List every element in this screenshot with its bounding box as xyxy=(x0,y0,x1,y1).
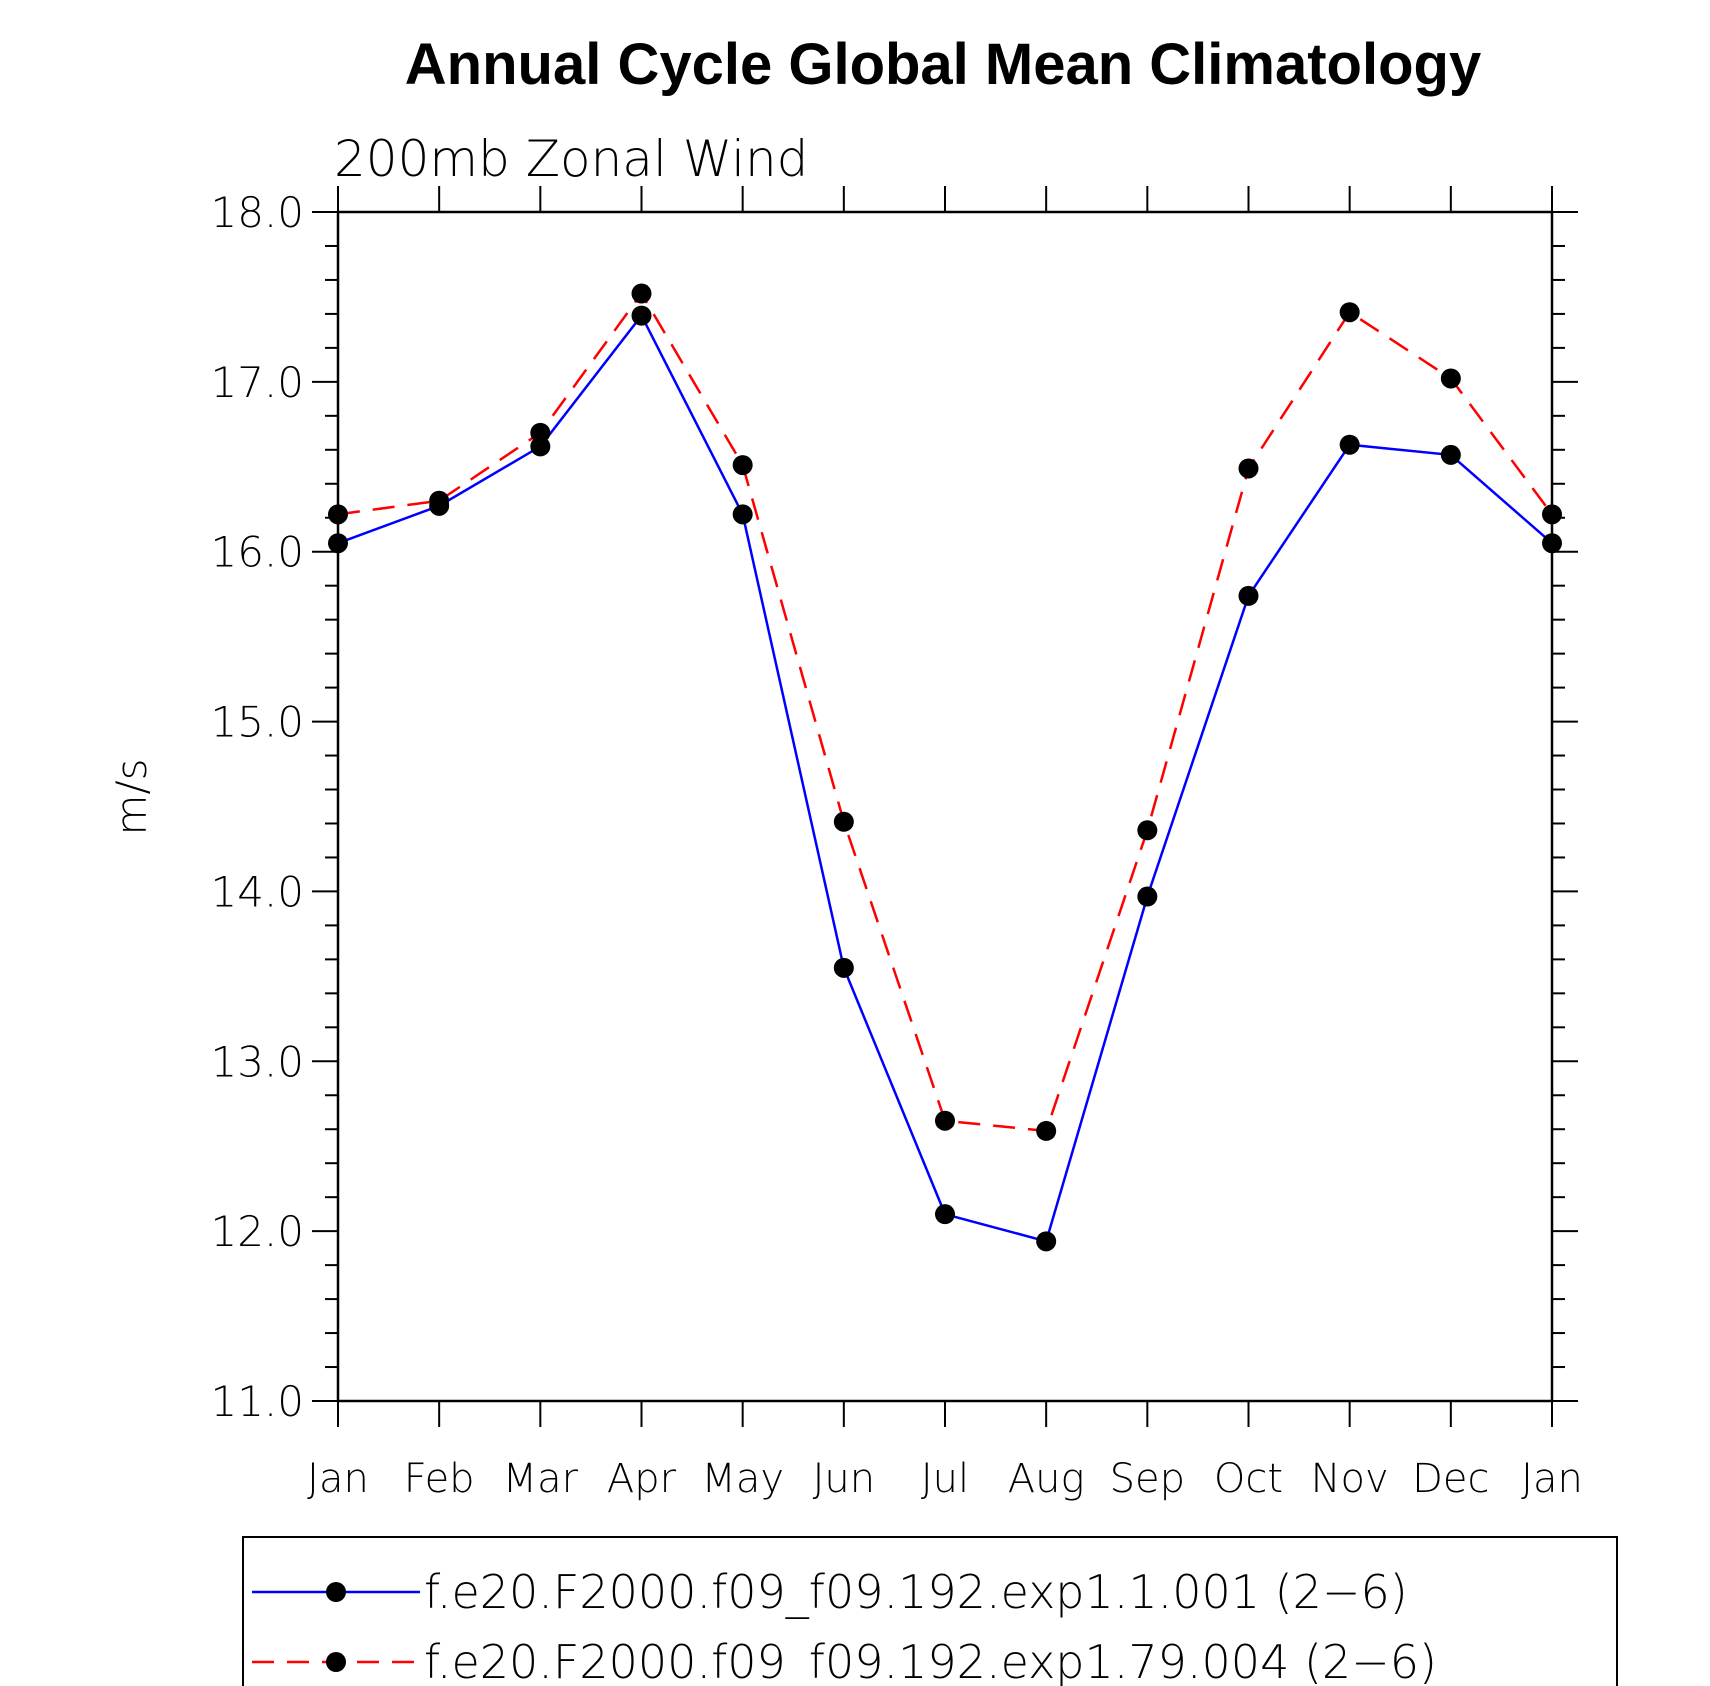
series-line-1 xyxy=(337,313,1553,1243)
y-tick-label: 12.0 xyxy=(210,1207,304,1256)
data-point-series-2 xyxy=(1036,1120,1057,1141)
y-tick-label: 17.0 xyxy=(210,358,304,407)
data-point-series-1 xyxy=(1542,533,1562,554)
x-tick-labels: Jan Feb Mar Apr May Jun Jul Aug Sep Oct Nov Dec Jan xyxy=(307,1456,1583,1502)
data-point-series-2 xyxy=(1542,504,1562,525)
legend: f.e20.F2000.f09_f09.192.exp1.1.001 (2−6)… xyxy=(242,1536,1618,1686)
data-point-series-2 xyxy=(1339,302,1360,323)
x-tick-label: Mar xyxy=(503,1456,579,1502)
data-point-series-2 xyxy=(1440,368,1461,389)
data-point-series-1 xyxy=(833,957,854,978)
data-point-series-2 xyxy=(631,283,652,304)
y-tick-label: 14.0 xyxy=(210,867,304,916)
y-tick-label: 13.0 xyxy=(210,1037,304,1086)
chart-title: Annual Cycle Global Mean Climatology xyxy=(405,32,1481,97)
x-tick-label: Apr xyxy=(607,1456,677,1502)
x-tick-label: Feb xyxy=(404,1456,475,1502)
y-axis-label: m/s xyxy=(107,759,156,836)
data-point-series-1 xyxy=(732,504,753,525)
x-tick-label: Dec xyxy=(1412,1456,1489,1502)
legend-marker-1 xyxy=(326,1582,346,1602)
data-point-series-2 xyxy=(1238,458,1259,479)
data-point-series-2 xyxy=(1137,820,1158,841)
data-point-series-2 xyxy=(328,504,348,525)
data-point-series-2 xyxy=(530,422,551,443)
data-point-series-1 xyxy=(1036,1231,1057,1252)
y-tick-label: 11.0 xyxy=(210,1377,304,1426)
series-group xyxy=(328,283,1562,1252)
y-tick-labels: 11.0 12.0 13.0 14.0 15.0 16.0 17.0 18.0 xyxy=(210,188,304,1426)
axes xyxy=(312,186,1578,1427)
x-tick-label: Aug xyxy=(1008,1456,1085,1502)
x-tick-label: May xyxy=(701,1456,784,1502)
data-point-series-1 xyxy=(1339,434,1360,455)
data-point-series-1 xyxy=(1440,444,1461,465)
data-point-series-1 xyxy=(935,1204,955,1225)
x-tick-label: Nov xyxy=(1311,1456,1389,1502)
data-point-series-1 xyxy=(1238,585,1259,606)
data-point-series-1 xyxy=(328,533,348,554)
data-point-series-2 xyxy=(935,1110,955,1131)
y-tick-label: 15.0 xyxy=(210,698,304,747)
x-tick-label: Sep xyxy=(1110,1456,1185,1502)
y-tick-label: 18.0 xyxy=(210,188,304,237)
x-tick-label: Jan xyxy=(1521,1456,1583,1502)
data-point-series-2 xyxy=(429,490,450,511)
data-point-series-2 xyxy=(732,455,753,476)
series-line-2 xyxy=(337,291,1554,1133)
x-tick-label: Jan xyxy=(307,1456,369,1502)
legend-label-1: f.e20.F2000.f09_f09.192.exp1.1.001 (2−6) xyxy=(424,1565,1408,1619)
data-point-series-1 xyxy=(631,305,652,326)
legend-label-2: f.e20.F2000.f09_f09.192.exp1.79.004 (2−6… xyxy=(424,1635,1437,1686)
x-tick-label: Oct xyxy=(1214,1456,1283,1502)
x-tick-label: Jul xyxy=(921,1456,969,1502)
data-point-series-2 xyxy=(833,811,854,832)
y-tick-label: 16.0 xyxy=(210,528,304,577)
chart-subtitle: 200mb Zonal Wind xyxy=(334,130,808,188)
data-point-series-1 xyxy=(1137,886,1158,907)
x-tick-label: Jun xyxy=(813,1456,876,1502)
legend-box xyxy=(242,1536,1618,1686)
legend-marker-2 xyxy=(326,1652,346,1672)
